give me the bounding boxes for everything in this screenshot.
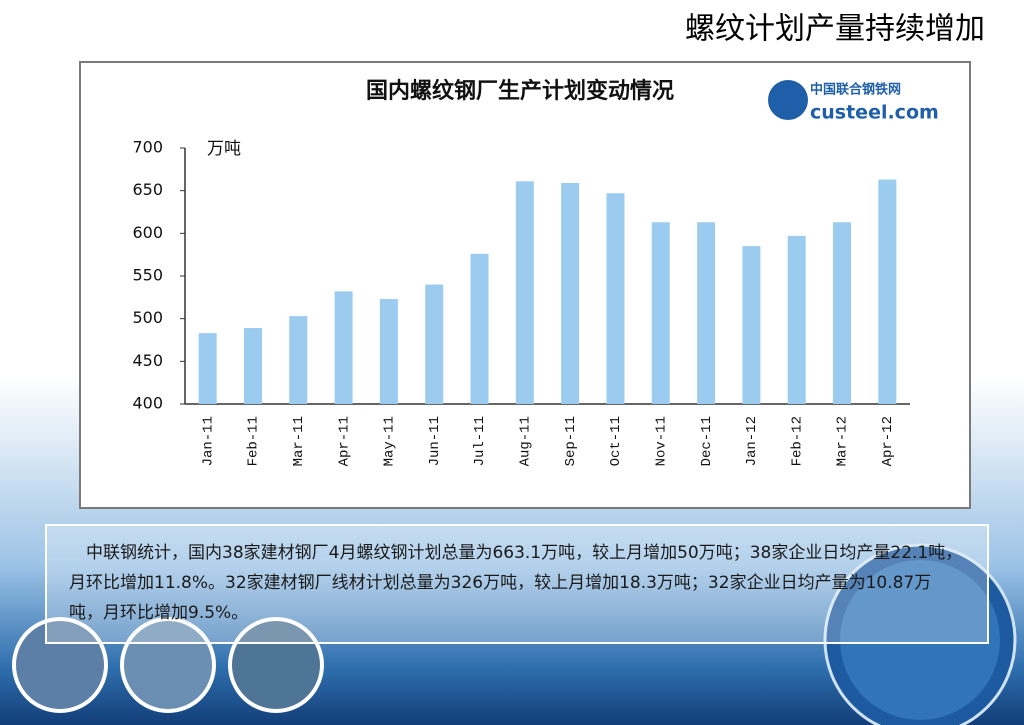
x-tick-label: Jun-11 [427,416,443,466]
logo-site: custeel.com [810,102,939,124]
x-tick-label: Mar-12 [835,416,851,466]
bar [878,179,897,404]
bar [833,222,852,404]
y-tick-label: 650 [132,180,163,199]
slide-title: 螺纹计划产量持续增加 [685,12,985,47]
y-tick-label: 500 [132,308,163,327]
x-tick-label: Oct-11 [608,416,624,466]
x-tick-label: Apr-12 [880,416,896,466]
bar [470,253,489,404]
bar [561,182,580,404]
x-tick-label: Jan-12 [744,416,760,466]
bar [651,222,670,404]
bar [787,235,806,404]
x-tick-label: Apr-11 [336,416,352,466]
logo-name: 中国联合钢铁网 [810,82,901,98]
bar [425,284,444,404]
y-tick-label: 450 [132,351,163,370]
x-tick-label: Aug-11 [518,416,534,466]
y-axis-label: 万吨 [207,139,241,159]
summary-text: 中联钢统计，国内38家建材钢厂4月螺纹钢计划总量为663.1万吨，较上月增加50… [45,524,989,644]
x-tick-label: May-11 [382,416,398,466]
x-tick-label: Dec-11 [699,416,715,466]
bar [243,328,262,404]
x-tick-label: Nov-11 [653,416,669,466]
y-tick-label: 700 [132,138,163,157]
bar [697,222,716,404]
bar [289,316,308,404]
y-tick-label: 600 [132,223,163,242]
logo-icon [768,80,808,120]
x-tick-label: Jan-11 [200,416,216,466]
bar [334,291,353,404]
bar [515,181,534,404]
x-tick-label: Jul-11 [472,416,488,466]
y-tick-label: 550 [132,266,163,285]
bar [379,299,398,404]
x-tick-label: Feb-12 [789,416,805,466]
chart-title: 国内螺纹钢厂生产计划变动情况 [366,78,674,104]
bar [742,246,761,404]
bar [606,193,625,404]
bar [198,333,217,404]
x-tick-label: Mar-11 [291,416,307,466]
x-tick-label: Feb-11 [246,416,262,466]
y-tick-label: 400 [132,394,163,413]
x-tick-label: Sep-11 [563,416,579,466]
